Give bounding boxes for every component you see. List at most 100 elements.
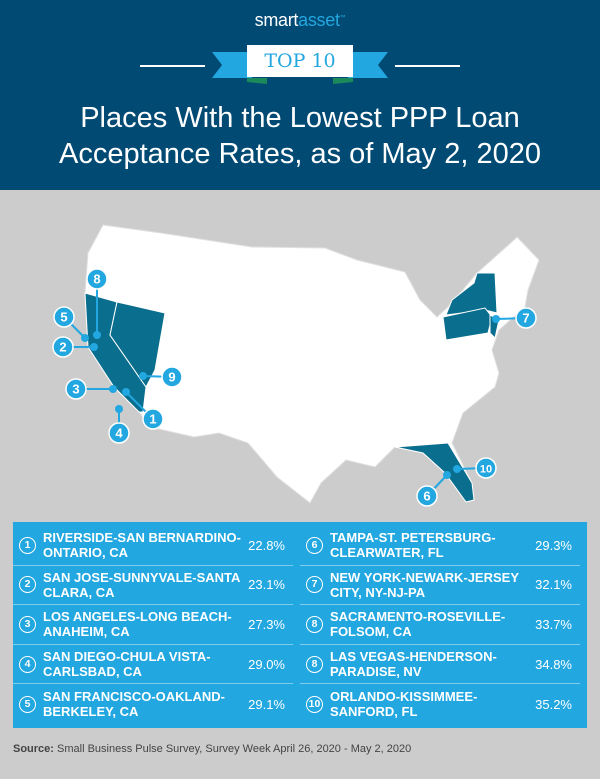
source-note: Source: Small Business Pulse Survey, Sur… <box>13 743 411 755</box>
rank-badge: 4 <box>19 655 36 673</box>
metro-name: Las Vegas-Henderson-Paradise, NV <box>330 649 497 680</box>
acceptance-rate: 33.7% <box>535 616 572 632</box>
marker-label: 6 <box>423 489 430 504</box>
source-text: Small Business Pulse Survey, Survey Week… <box>53 743 412 755</box>
acceptance-rate: 22.8% <box>248 537 285 553</box>
rank-badge: 5 <box>19 695 36 713</box>
divider-right <box>395 65 460 67</box>
map-marker: 1 <box>122 388 164 430</box>
map-marker: 6 <box>416 471 451 507</box>
marker-label: 10 <box>480 464 492 476</box>
rankings-column-left: 1 Riverside-San Bernardino-Ontario, CA 22.… <box>13 526 293 724</box>
metro-name: Orlando-Kissimmee-Sanford, FL <box>330 689 478 720</box>
table-row: 7 New York-Newark-Jersey City, NY-NJ-PA 32… <box>300 566 580 606</box>
marker-label: 7 <box>522 311 529 326</box>
marker-circle <box>65 378 87 400</box>
metro-name: Los Angeles-Long Beach-Anaheim, CA <box>43 609 232 640</box>
rankings-table: 1 Riverside-San Bernardino-Ontario, CA 22.… <box>13 522 587 728</box>
logo-tm: ™ <box>339 15 346 21</box>
metro-name: San Jose-Sunnyvale-Santa Clara, CA <box>43 569 240 600</box>
marker-label: 8 <box>93 272 100 287</box>
acceptance-rate: 34.8% <box>535 656 572 672</box>
marker-dot <box>443 471 451 479</box>
rank-badge: 1 <box>19 536 36 554</box>
state-nevada <box>109 301 166 388</box>
marker-dot <box>93 331 101 339</box>
table-row: 10 Orlando-Kissimmee-Sanford, FL 35.2% <box>300 684 580 724</box>
rank-badge: 2 <box>19 576 36 594</box>
marker-dot <box>492 315 500 323</box>
table-row: 6 Tampa-St. Petersburg-Clearwater, FL 29.3… <box>300 526 580 566</box>
state-florida <box>394 442 475 503</box>
marker-circle <box>86 268 108 290</box>
marker-circle <box>142 408 164 430</box>
marker-label: 1 <box>149 412 156 427</box>
map-marker: 9 <box>139 366 183 388</box>
table-row: 1 Riverside-San Bernardino-Ontario, CA 22.… <box>13 526 293 566</box>
table-row: 4 San Diego-Chula Vista-Carlsbad, CA 29.0% <box>13 645 293 685</box>
marker-circle <box>52 336 74 358</box>
marker-circle <box>475 457 497 479</box>
marker-circle <box>53 306 75 328</box>
logo-text: smart <box>254 10 299 30</box>
marker-dot <box>122 388 130 396</box>
rankings-column-right: 6 Tampa-St. Petersburg-Clearwater, FL 29.3… <box>300 526 580 724</box>
acceptance-rate: 35.2% <box>535 696 572 712</box>
marker-dot <box>81 334 89 342</box>
marker-circle <box>416 485 438 507</box>
metro-name: San Francisco-Oakland-Berkeley, CA <box>43 689 225 720</box>
title-line: Places With the Lowest PPP Loan <box>80 102 520 134</box>
logo-text-accent: asset <box>298 10 340 30</box>
marker-dot <box>115 405 123 413</box>
map-marker: 4 <box>108 405 130 444</box>
table-row: 8 Sacramento-Roseville-Folsom, CA 33.7% <box>300 605 580 645</box>
acceptance-rate: 29.0% <box>248 656 285 672</box>
metro-name: Tampa-St. Petersburg-Clearwater, FL <box>330 530 496 561</box>
table-row: 3 Los Angeles-Long Beach-Anaheim, CA 27.3% <box>13 605 293 645</box>
metro-name: San Diego-Chula Vista-Carlsbad, CA <box>43 649 211 680</box>
marker-circle <box>161 366 183 388</box>
page-title: Places With the Lowest PPP Loan Acceptan… <box>0 100 600 172</box>
marker-dot <box>453 465 461 473</box>
marker-circle <box>515 307 537 329</box>
marker-label: 3 <box>72 382 79 397</box>
map-marker: 10 <box>453 457 497 479</box>
acceptance-rate: 23.1% <box>248 577 285 593</box>
table-row: 5 San Francisco-Oakland-Berkeley, CA 29.1% <box>13 684 293 724</box>
map-marker: 8 <box>86 268 108 339</box>
acceptance-rate: 29.3% <box>535 537 572 553</box>
acceptance-rate: 27.3% <box>248 616 285 632</box>
acceptance-rate: 29.1% <box>248 696 285 712</box>
acceptance-rate: 32.1% <box>535 577 572 593</box>
marker-label: 5 <box>60 310 67 325</box>
rank-badge: 3 <box>19 615 36 633</box>
marker-dot <box>139 372 147 380</box>
us-outline <box>84 224 540 504</box>
us-map: 1 2 3 4 5 6 7 8 9 10 <box>52 224 540 507</box>
metro-name: Riverside-San Bernardino-Ontario, CA <box>43 530 241 561</box>
header: smartasset™ TOP 10 Places With the Lowes… <box>0 0 600 190</box>
rank-badge: 10 <box>306 695 323 713</box>
table-row: 8 Las Vegas-Henderson-Paradise, NV 34.8% <box>300 645 580 685</box>
rank-badge: 8 <box>306 655 323 673</box>
source-label: Source: <box>13 743 54 755</box>
marker-dot <box>109 385 117 393</box>
map-marker: 7 <box>492 307 537 329</box>
map-marker: 5 <box>53 306 89 342</box>
table-row: 2 San Jose-Sunnyvale-Santa Clara, CA 23.1% <box>13 566 293 606</box>
metro-name: New York-Newark-Jersey City, NY-NJ-PA <box>330 569 519 600</box>
metro-name: Sacramento-Roseville-Folsom, CA <box>330 609 506 640</box>
marker-label: 9 <box>168 370 175 385</box>
rank-badge: 7 <box>306 576 323 594</box>
marker-label: 2 <box>59 340 66 355</box>
top10-badge: TOP 10 <box>247 45 353 77</box>
marker-circle <box>108 422 130 444</box>
divider-left <box>140 65 205 67</box>
marker-label: 4 <box>115 426 123 441</box>
rank-badge: 6 <box>306 536 323 554</box>
ribbon-icon <box>212 52 388 84</box>
rank-badge: 8 <box>306 615 323 633</box>
map-marker: 3 <box>65 378 117 400</box>
marker-dot <box>90 343 98 351</box>
smartasset-logo: smartasset™ <box>0 10 600 31</box>
